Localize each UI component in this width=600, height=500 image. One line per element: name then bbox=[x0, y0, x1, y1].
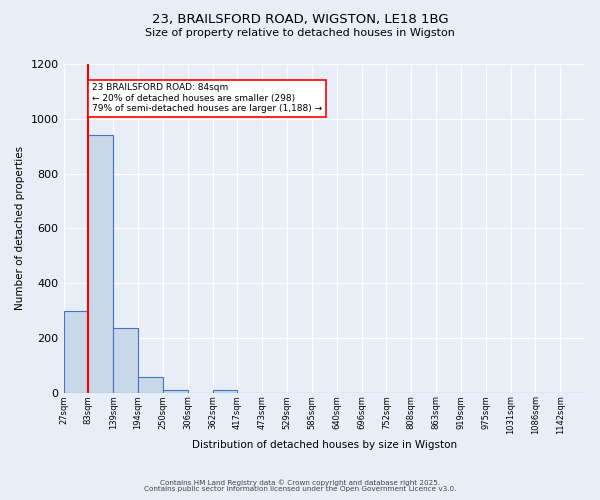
Text: 23 BRAILSFORD ROAD: 84sqm
← 20% of detached houses are smaller (298)
79% of semi: 23 BRAILSFORD ROAD: 84sqm ← 20% of detac… bbox=[92, 83, 322, 113]
Text: 23, BRAILSFORD ROAD, WIGSTON, LE18 1BG: 23, BRAILSFORD ROAD, WIGSTON, LE18 1BG bbox=[152, 12, 448, 26]
Text: Contains HM Land Registry data © Crown copyright and database right 2025.
Contai: Contains HM Land Registry data © Crown c… bbox=[144, 479, 456, 492]
X-axis label: Distribution of detached houses by size in Wigston: Distribution of detached houses by size … bbox=[192, 440, 457, 450]
Bar bbox=[163, 390, 188, 392]
Text: Size of property relative to detached houses in Wigston: Size of property relative to detached ho… bbox=[145, 28, 455, 38]
Y-axis label: Number of detached properties: Number of detached properties bbox=[15, 146, 25, 310]
Bar bbox=[64, 311, 88, 392]
Bar bbox=[113, 328, 138, 392]
Bar bbox=[212, 390, 238, 392]
Bar bbox=[88, 135, 113, 392]
Bar bbox=[138, 377, 163, 392]
